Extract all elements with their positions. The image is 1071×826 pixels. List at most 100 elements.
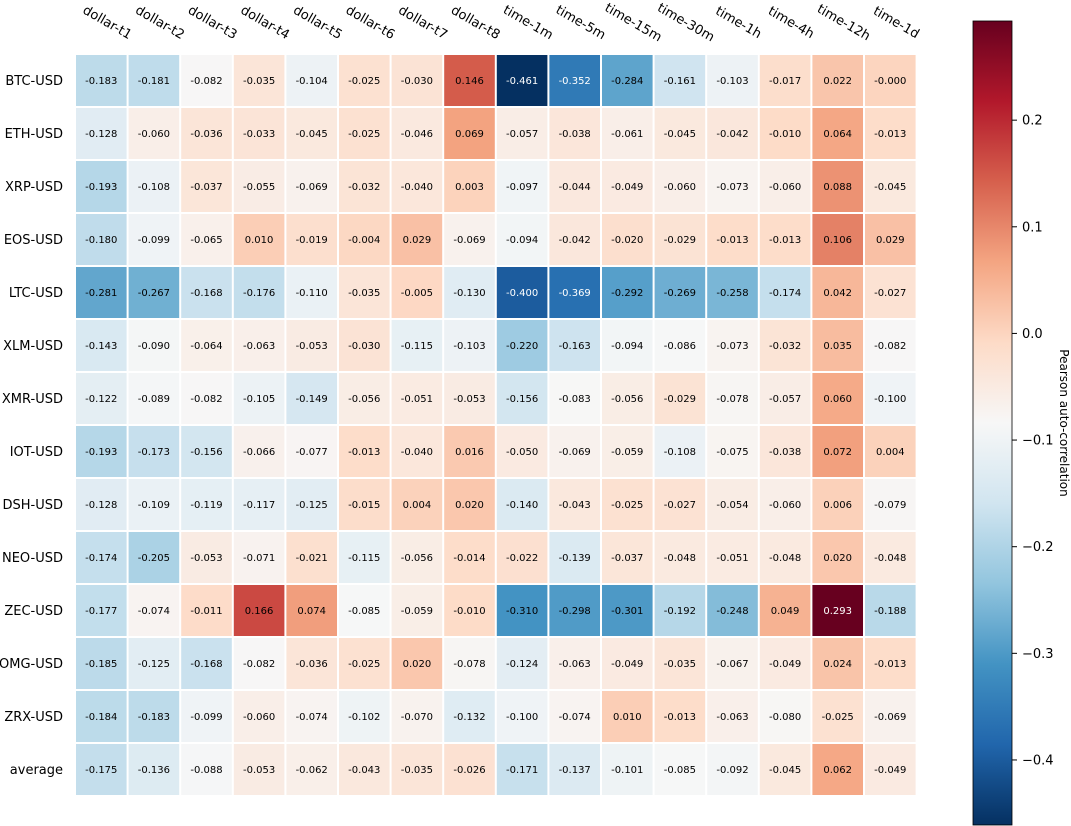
- heatmap-cell-value: 0.020: [823, 553, 852, 564]
- heatmap-cell-value: -0.074: [559, 712, 591, 723]
- heatmap-cell-value: -0.019: [296, 235, 328, 246]
- heatmap-cell: [286, 161, 337, 212]
- heatmap-cell-value: -0.035: [243, 76, 275, 87]
- heatmap-cell: [654, 426, 706, 477]
- row-label: BTC-USD: [5, 74, 63, 89]
- heatmap-cell: [549, 320, 600, 371]
- heatmap-cell: [444, 267, 495, 318]
- heatmap-cell-value: -0.102: [348, 712, 380, 723]
- heatmap-cell: [865, 479, 916, 530]
- heatmap-cell: [654, 691, 706, 742]
- heatmap-cell-value: -0.045: [874, 182, 906, 193]
- heatmap-cell-value: -0.048: [874, 553, 906, 564]
- heatmap-cell-value: -0.100: [874, 394, 906, 405]
- heatmap-cell-value: -0.173: [138, 447, 170, 458]
- heatmap-cell-value: -0.025: [611, 500, 643, 511]
- heatmap-cell-value: -0.069: [296, 182, 328, 193]
- heatmap-cell: [76, 426, 127, 477]
- heatmap-cell-value: -0.060: [243, 712, 275, 723]
- heatmap-cell: [707, 214, 758, 265]
- heatmap-cell: [707, 691, 758, 742]
- heatmap-cell-value: -0.045: [769, 765, 801, 776]
- heatmap-cell-value: 0.074: [297, 606, 326, 617]
- heatmap-cell: [654, 373, 706, 424]
- row-label: IOT-USD: [10, 445, 63, 460]
- heatmap-cell: [865, 691, 916, 742]
- heatmap-cell: [128, 691, 180, 742]
- heatmap-cell-value: -0.085: [664, 765, 696, 776]
- heatmap-cell-value: 0.029: [403, 235, 432, 246]
- heatmap-cell-value: -0.043: [348, 765, 380, 776]
- heatmap-cell-value: -0.083: [559, 394, 591, 405]
- heatmap-cell-value: 0.072: [823, 447, 852, 458]
- heatmap-cell-value: -0.025: [348, 659, 380, 670]
- heatmap-cell: [339, 585, 390, 636]
- heatmap-cell-value: -0.143: [85, 341, 117, 352]
- heatmap-cell: [444, 55, 495, 106]
- heatmap-cell: [602, 691, 653, 742]
- heatmap-cell: [181, 426, 232, 477]
- heatmap-cell-value: -0.078: [453, 659, 485, 670]
- heatmap-cell: [181, 744, 232, 795]
- heatmap-cell-value: -0.063: [243, 341, 275, 352]
- heatmap-cell: [286, 585, 337, 636]
- heatmap-cell: [865, 744, 916, 795]
- heatmap-cell-value: -0.030: [348, 341, 380, 352]
- heatmap-cell: [128, 320, 180, 371]
- heatmap-cell: [181, 638, 232, 689]
- heatmap-cell: [654, 638, 706, 689]
- heatmap-cell: [707, 373, 758, 424]
- heatmap-cell-value: -0.099: [190, 712, 222, 723]
- heatmap-cell: [339, 479, 390, 530]
- heatmap-cell: [812, 479, 863, 530]
- heatmap-cell-value: -0.269: [664, 288, 696, 299]
- heatmap-cell: [444, 691, 495, 742]
- heatmap-cell-value: -0.094: [611, 341, 643, 352]
- heatmap-cell-value: -0.013: [348, 447, 380, 458]
- heatmap-cell: [549, 161, 600, 212]
- heatmap-cell: [444, 161, 495, 212]
- heatmap-cell-value: -0.035: [664, 659, 696, 670]
- heatmap-cell-value: -0.168: [190, 288, 222, 299]
- heatmap-cell: [339, 744, 390, 795]
- heatmap-cell-value: -0.049: [769, 659, 801, 670]
- heatmap-cell-value: -0.010: [453, 606, 485, 617]
- heatmap-cell-value: -0.183: [85, 76, 117, 87]
- heatmap-cell-value: -0.082: [190, 394, 222, 405]
- heatmap-cell: [602, 532, 653, 583]
- heatmap-cell-value: -0.220: [506, 341, 538, 352]
- heatmap-cell: [391, 426, 443, 477]
- heatmap-cell-value: -0.094: [506, 235, 538, 246]
- column-label: time-1m: [500, 3, 555, 43]
- heatmap-cell: [181, 267, 232, 318]
- heatmap-cell-value: 0.004: [403, 500, 432, 511]
- heatmap-cell: [549, 744, 600, 795]
- heatmap-cell: [759, 532, 811, 583]
- heatmap-cell-value: -0.082: [874, 341, 906, 352]
- heatmap-cell-value: -0.057: [769, 394, 801, 405]
- heatmap-cell: [128, 426, 180, 477]
- row-label: EOS-USD: [4, 233, 63, 248]
- heatmap-cell-value: -0.258: [716, 288, 748, 299]
- heatmap-cell: [549, 426, 600, 477]
- heatmap-cell-value: -0.060: [769, 182, 801, 193]
- heatmap-cell-value: -0.205: [138, 553, 170, 564]
- heatmap-cell-value: -0.051: [401, 394, 433, 405]
- heatmap-cell: [602, 585, 653, 636]
- column-label: dollar-t3: [185, 3, 239, 43]
- heatmap-cell: [602, 55, 653, 106]
- heatmap-cell: [865, 320, 916, 371]
- heatmap-cell: [759, 691, 811, 742]
- heatmap-cell-value: 0.106: [823, 235, 852, 246]
- heatmap-cell: [549, 585, 600, 636]
- column-label: time-4h: [765, 4, 816, 42]
- heatmap-cell: [444, 585, 495, 636]
- heatmap-cell: [233, 479, 285, 530]
- heatmap-cell: [496, 585, 548, 636]
- heatmap-cell: [812, 214, 863, 265]
- heatmap-cell: [602, 426, 653, 477]
- row-label: average: [10, 763, 63, 778]
- heatmap-cell-value: -0.149: [296, 394, 328, 405]
- heatmap-cell: [759, 638, 811, 689]
- heatmap-cell: [128, 108, 180, 159]
